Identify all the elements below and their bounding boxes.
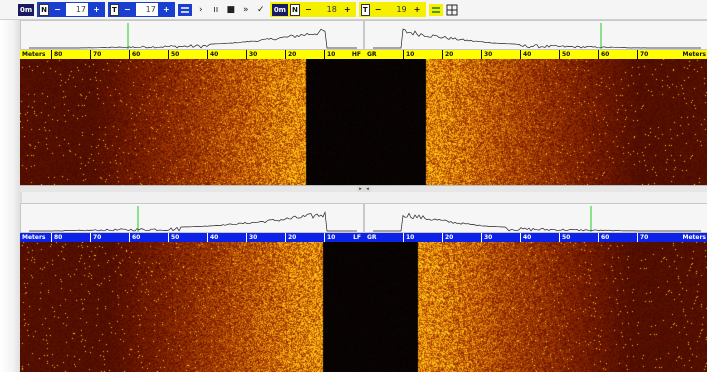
t-decrease-button[interactable]: − bbox=[123, 5, 131, 14]
sonar-image[interactable] bbox=[20, 59, 364, 185]
t-value[interactable]: 17 bbox=[135, 3, 158, 16]
horizontal-scrollbar[interactable]: ▸ bbox=[20, 185, 364, 192]
stop-button[interactable]: ■ bbox=[226, 4, 236, 15]
range-scale: Meters 80 70 60 50 40 30 20 10 LF bbox=[20, 233, 364, 242]
t-value-2[interactable]: 19 bbox=[386, 3, 409, 16]
low-t-control: T − 19 + bbox=[358, 2, 426, 17]
signal-trace bbox=[364, 203, 707, 233]
scale-tick: 60 bbox=[598, 50, 609, 59]
signal-trace-graph bbox=[29, 23, 357, 49]
n-decrease-button[interactable]: − bbox=[54, 5, 61, 14]
scale-tick: 50 bbox=[168, 233, 179, 242]
scale-tick: 70 bbox=[90, 50, 101, 59]
swap-icon[interactable] bbox=[177, 3, 192, 17]
n-decrease-button-2[interactable]: − bbox=[304, 5, 312, 14]
scale-tick: 10 bbox=[324, 50, 335, 59]
scale-tick: 50 bbox=[559, 233, 570, 242]
signal-trace bbox=[20, 20, 364, 50]
t-icon-2: T bbox=[360, 3, 370, 16]
scale-tick: 60 bbox=[129, 50, 140, 59]
scale-tick: 70 bbox=[90, 233, 101, 242]
low-range-control: 0m N − 18 + bbox=[269, 2, 356, 17]
range-chip-2[interactable]: 0m bbox=[271, 3, 288, 16]
signal-trace bbox=[20, 203, 364, 233]
scale-tick: 20 bbox=[442, 233, 453, 242]
range-scale: Meters 80 70 60 50 40 30 20 10 HF bbox=[20, 50, 364, 59]
window-edge bbox=[0, 0, 22, 372]
scale-tick: 20 bbox=[442, 50, 453, 59]
scale-unit-label: Meters bbox=[22, 51, 46, 58]
sonar-image[interactable] bbox=[20, 242, 364, 372]
play-button[interactable]: › bbox=[199, 4, 203, 15]
scale-tick: 40 bbox=[207, 233, 218, 242]
scale-tick: 20 bbox=[285, 233, 296, 242]
waveform bbox=[29, 210, 357, 232]
range-scale: GR 10 20 30 40 50 60 70 Meters bbox=[364, 50, 707, 59]
hf-label: HF bbox=[351, 51, 361, 58]
scale-tick: 10 bbox=[403, 50, 414, 59]
scale-tick: 80 bbox=[51, 233, 62, 242]
t-increase-button-2[interactable]: + bbox=[413, 5, 421, 14]
waveform bbox=[29, 28, 357, 49]
scale-tick: 30 bbox=[481, 50, 492, 59]
n-icon: N bbox=[39, 3, 50, 16]
waveform bbox=[373, 28, 701, 49]
scale-tick: 40 bbox=[520, 50, 531, 59]
scale-tick: 70 bbox=[637, 233, 648, 242]
scale-tick: 80 bbox=[51, 50, 62, 59]
scale-tick: 20 bbox=[285, 50, 296, 59]
n-value-2[interactable]: 18 bbox=[316, 3, 339, 16]
signal-trace bbox=[364, 20, 707, 50]
n-value[interactable]: 17 bbox=[66, 3, 89, 16]
scale-tick: 60 bbox=[129, 233, 140, 242]
sonar-image[interactable] bbox=[364, 242, 707, 372]
range-scale: GR 10 20 30 40 50 60 70 Meters bbox=[364, 233, 707, 242]
scale-unit-label: Meters bbox=[682, 51, 706, 58]
scale-tick: 30 bbox=[246, 50, 257, 59]
hf-left-panel: Meters 80 70 60 50 40 30 20 10 HF ▸ bbox=[20, 20, 364, 192]
gr-right-bottom-panel: GR 10 20 30 40 50 60 70 Meters bbox=[364, 203, 707, 372]
horizontal-scrollbar[interactable]: ◂ bbox=[364, 185, 707, 192]
swap-icon-2[interactable] bbox=[428, 3, 443, 17]
scale-tick: 60 bbox=[598, 233, 609, 242]
scale-unit-label: Meters bbox=[682, 234, 706, 241]
range-chip[interactable]: 0m bbox=[18, 3, 35, 16]
scale-tick: 30 bbox=[481, 233, 492, 242]
lf-label: LF bbox=[353, 234, 361, 241]
scroll-right-icon[interactable]: ▸ bbox=[357, 186, 364, 192]
scale-tick: 10 bbox=[324, 233, 335, 242]
scale-tick: 50 bbox=[168, 50, 179, 59]
t-decrease-button-2[interactable]: − bbox=[374, 5, 382, 14]
scale-tick: 40 bbox=[520, 233, 531, 242]
t-increase-button[interactable]: + bbox=[162, 5, 170, 14]
high-n-control: N − 17 + bbox=[37, 2, 106, 17]
fast-forward-button[interactable]: » bbox=[243, 4, 249, 15]
lf-left-panel: Meters 80 70 60 50 40 30 20 10 LF bbox=[20, 203, 364, 372]
signal-trace-graph bbox=[373, 23, 701, 49]
high-t-control: T − 17 + bbox=[108, 2, 175, 17]
scale-tick: 50 bbox=[559, 50, 570, 59]
signal-trace-graph bbox=[29, 206, 357, 232]
scale-unit-label: Meters bbox=[22, 234, 46, 241]
gr-label: GR bbox=[367, 234, 377, 241]
scale-tick: 40 bbox=[207, 50, 218, 59]
waveform bbox=[373, 212, 701, 232]
n-icon-2: N bbox=[289, 3, 300, 16]
gr-right-top-panel: GR 10 20 30 40 50 60 70 Meters ◂ bbox=[364, 20, 707, 192]
n-increase-button-2[interactable]: + bbox=[343, 5, 351, 14]
check-button[interactable]: ✓ bbox=[257, 4, 265, 15]
pause-button[interactable]: ıı bbox=[213, 4, 219, 15]
scale-tick: 70 bbox=[637, 50, 648, 59]
scale-tick: 30 bbox=[246, 233, 257, 242]
n-increase-button[interactable]: + bbox=[93, 5, 100, 14]
toolbar: 0m N − 17 + T − 17 + › ıı ■ » ✓ 0m N − 1… bbox=[0, 0, 707, 20]
sonar-image[interactable] bbox=[364, 59, 707, 185]
scroll-left-icon[interactable]: ◂ bbox=[364, 186, 371, 192]
scale-tick: 10 bbox=[403, 233, 414, 242]
gr-label: GR bbox=[367, 51, 377, 58]
t-icon: T bbox=[110, 3, 119, 16]
signal-trace-graph bbox=[373, 206, 701, 232]
grid-icon[interactable] bbox=[446, 3, 458, 17]
